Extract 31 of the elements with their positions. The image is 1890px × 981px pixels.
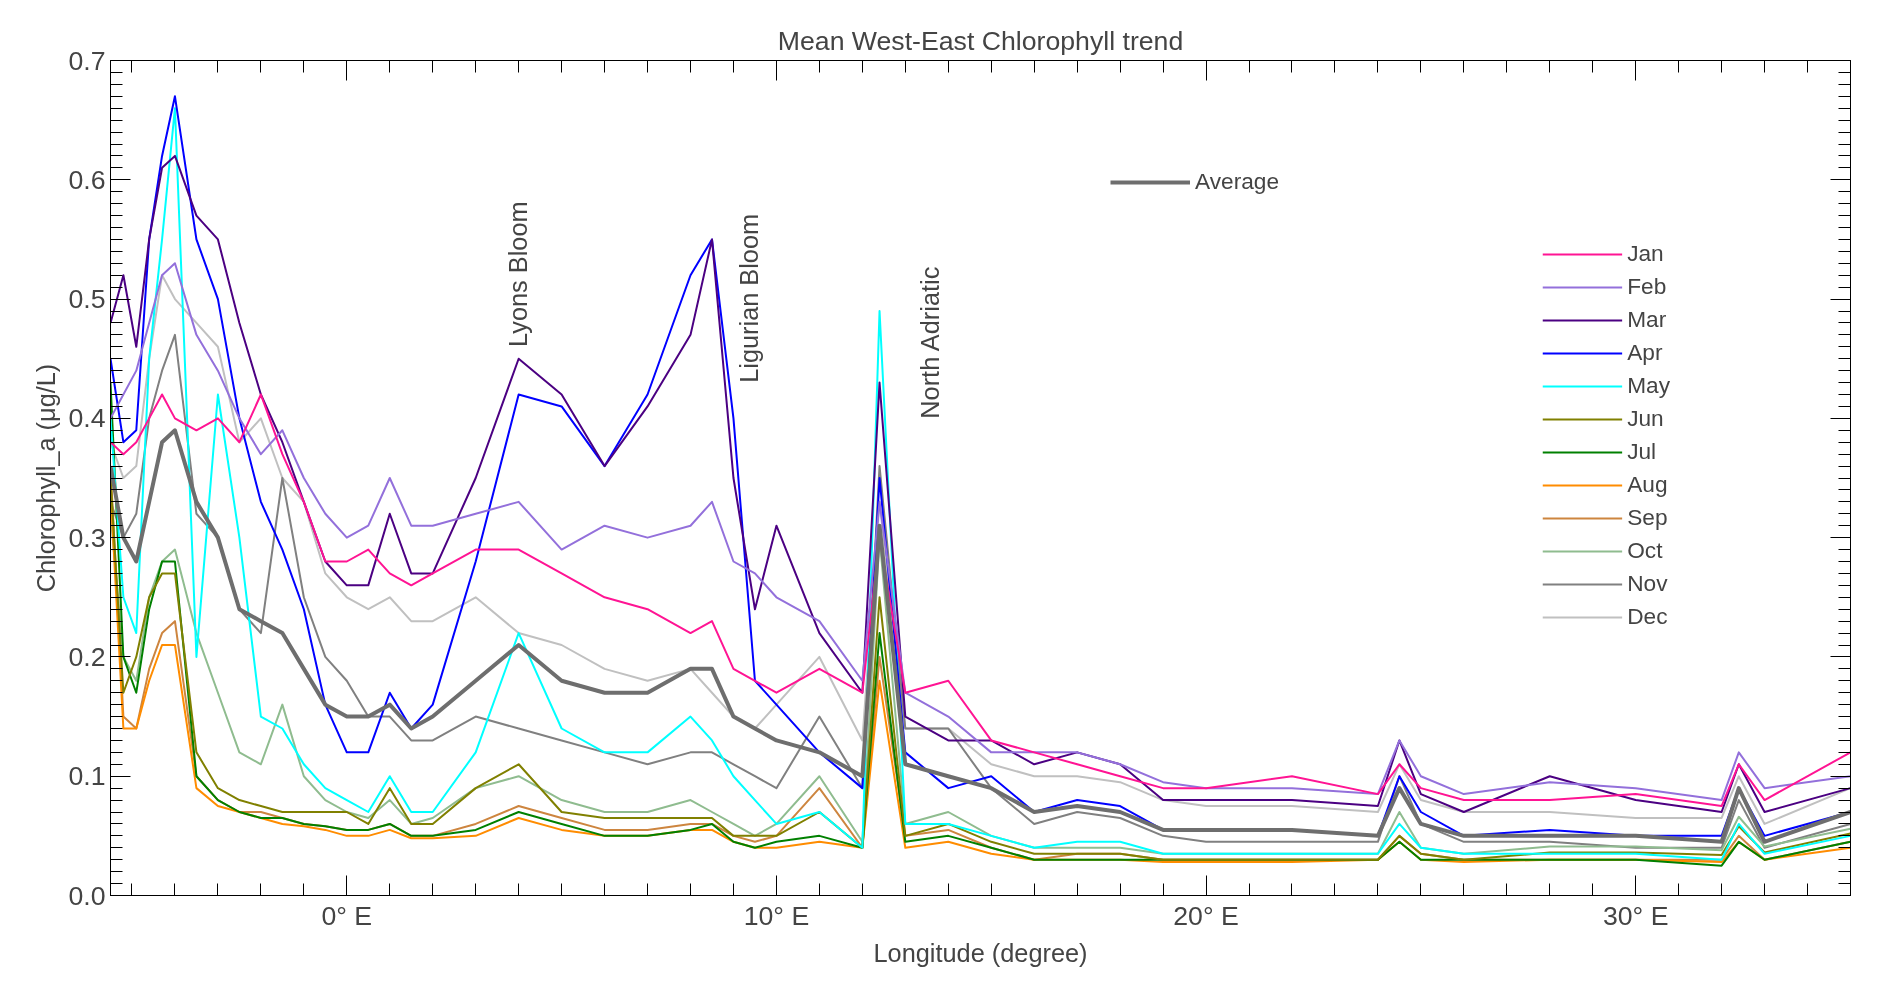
y-tick-label: 0.5 <box>68 284 106 315</box>
y-tick-label: 0.4 <box>68 403 106 434</box>
annotation: Ligurian Bloom <box>735 213 763 383</box>
legend-label: Mar <box>1627 306 1667 333</box>
legend-label: Feb <box>1627 273 1667 300</box>
legend-label: Average <box>1195 168 1279 195</box>
y-tick-label: 0.2 <box>68 641 106 672</box>
legend-label: Nov <box>1627 570 1668 597</box>
legend-label: Sep <box>1627 504 1668 531</box>
legend-label: Apr <box>1627 339 1663 366</box>
y-tick-label: 0.7 <box>68 45 106 76</box>
x-tick-label: 30° E <box>1602 900 1669 931</box>
legend-label: Jun <box>1627 405 1664 432</box>
legend-label: Jan <box>1627 240 1664 267</box>
chart-title: Mean West-East Chlorophyll trend <box>777 25 1184 56</box>
y-tick-label: 0.6 <box>68 164 106 195</box>
legend-label: Aug <box>1627 471 1668 498</box>
x-axis-title: Longitude (degree) <box>873 938 1088 967</box>
y-axis-title: Chlorophyll_a (μg/L) <box>32 363 61 593</box>
legend-label: Dec <box>1627 603 1668 630</box>
x-tick-label: 10° E <box>743 900 810 931</box>
x-tick-label: 20° E <box>1173 900 1239 931</box>
legend-label: May <box>1627 372 1670 399</box>
x-tick-label: 0° E <box>321 900 373 931</box>
legend-label: Jul <box>1627 438 1657 465</box>
y-tick-label: 0.3 <box>68 522 106 553</box>
y-tick-label: 0.0 <box>68 880 106 911</box>
annotation: Lyons Bloom <box>503 201 532 347</box>
legend-label: Oct <box>1627 537 1663 564</box>
y-tick-label: 0.1 <box>68 761 106 792</box>
annotation: North Adriatic <box>915 266 944 419</box>
